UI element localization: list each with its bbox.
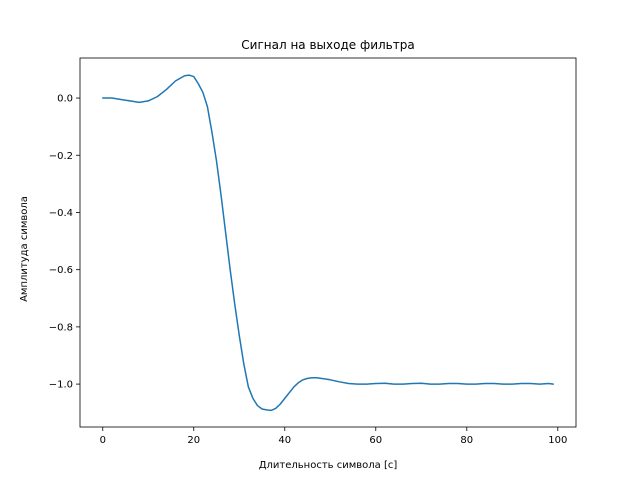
y-tick-label: −0.2 <box>49 151 73 162</box>
x-axis: 0 20 40 60 80 100 <box>100 427 567 446</box>
y-tick-label: −1.0 <box>49 380 73 391</box>
x-tick-label: 100 <box>548 435 567 446</box>
x-tick-label: 40 <box>278 435 291 446</box>
x-axis-label: Длительность символа [c] <box>259 460 398 471</box>
y-axis: 0.0 −0.2 −0.4 −0.6 −0.8 −1.0 <box>49 94 80 391</box>
axes-frame <box>79 57 577 428</box>
x-tick-label: 60 <box>369 435 382 446</box>
y-tick-label: −0.6 <box>49 265 73 276</box>
plot-area <box>102 74 554 412</box>
y-tick-label: −0.4 <box>49 208 73 219</box>
chart-title: Сигнал на выходе фильтра <box>241 38 414 52</box>
x-tick-label: 80 <box>460 435 473 446</box>
x-tick-label: 20 <box>187 435 200 446</box>
series-line <box>102 74 554 412</box>
y-tick-label: 0.0 <box>57 94 73 105</box>
y-axis-label: Амплитуда символа <box>19 196 30 302</box>
y-tick-label: −0.8 <box>49 322 73 333</box>
x-tick-label: 0 <box>100 435 106 446</box>
